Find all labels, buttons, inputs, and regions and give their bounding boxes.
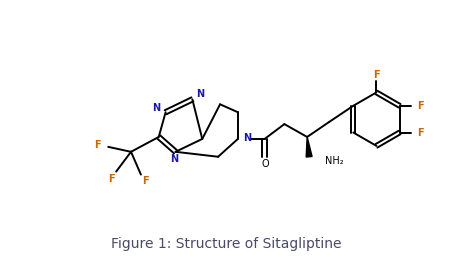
Text: F: F [108, 174, 115, 183]
Text: Figure 1: Structure of Sitagliptine: Figure 1: Structure of Sitagliptine [111, 237, 341, 251]
Text: F: F [373, 70, 380, 80]
Text: F: F [94, 140, 100, 150]
Text: N: N [170, 154, 178, 164]
Text: N: N [153, 103, 161, 113]
Text: F: F [417, 101, 424, 111]
Text: F: F [143, 176, 149, 186]
Text: F: F [417, 128, 424, 138]
Text: N: N [243, 133, 251, 143]
Text: NH₂: NH₂ [325, 156, 343, 166]
Polygon shape [306, 137, 312, 157]
Text: O: O [262, 159, 270, 169]
Text: N: N [196, 89, 204, 99]
